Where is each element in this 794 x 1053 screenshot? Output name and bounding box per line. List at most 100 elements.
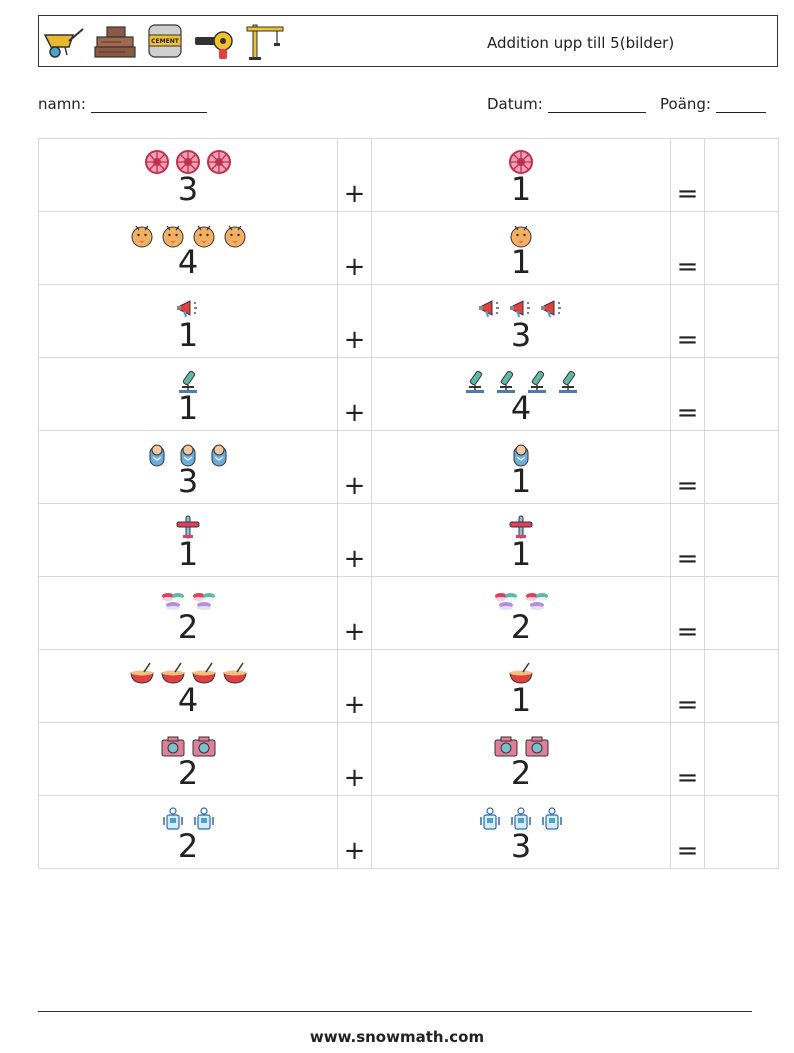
answer-cell[interactable] — [704, 430, 779, 504]
second-addend: 1 — [371, 649, 671, 723]
wheel-icon — [176, 150, 200, 174]
wheel-icon — [145, 150, 169, 174]
answer-cell[interactable] — [704, 576, 779, 650]
answer-cell[interactable] — [704, 503, 779, 577]
crane-icon — [246, 24, 284, 60]
second-addend-number: 3 — [510, 827, 532, 865]
page-title: Addition upp till 5(bilder) — [487, 34, 675, 52]
problem-row: 2 +3 = — [38, 795, 779, 869]
second-addend-number: 2 — [510, 608, 532, 646]
answer-cell[interactable] — [704, 795, 779, 869]
macaron-icon — [525, 593, 548, 610]
cement-bag-icon: CEMENT — [148, 24, 182, 58]
answer-cell[interactable] — [704, 284, 779, 358]
second-addend-pictures — [372, 585, 670, 615]
second-addend-number: 1 — [510, 535, 532, 573]
first-addend: 2 — [38, 795, 338, 869]
footer-divider — [38, 1011, 752, 1012]
first-addend-pictures — [39, 658, 337, 688]
second-addend-pictures — [372, 658, 670, 688]
wheel-icon — [509, 150, 533, 174]
first-addend-number: 3 — [177, 170, 199, 208]
second-addend: 1 — [371, 430, 671, 504]
second-addend-pictures — [372, 220, 670, 250]
plus-sign: + — [337, 503, 372, 577]
second-addend-pictures — [372, 512, 670, 542]
first-addend-number: 2 — [177, 827, 199, 865]
equals-sign: = — [670, 576, 705, 650]
equals-sign: = — [670, 430, 705, 504]
second-addend: 1 — [371, 211, 671, 285]
second-addend-number: 2 — [510, 754, 532, 792]
problem-row: 1 +1 = — [38, 503, 779, 577]
megaphone-icon — [177, 300, 197, 317]
first-addend-number: 1 — [177, 535, 199, 573]
first-addend-pictures — [39, 585, 337, 615]
first-addend-pictures — [39, 512, 337, 542]
answer-cell[interactable] — [704, 357, 779, 431]
second-addend-number: 1 — [510, 681, 532, 719]
problem-row: 3 +1 = — [38, 138, 779, 212]
equals-sign: = — [670, 649, 705, 723]
first-addend-pictures — [39, 804, 337, 834]
first-addend: 2 — [38, 722, 338, 796]
problem-row: 4 +1 = — [38, 649, 779, 723]
second-addend-number: 3 — [510, 316, 532, 354]
score-field: Poäng: — [660, 95, 766, 113]
first-addend: 3 — [38, 138, 338, 212]
baby-icon — [513, 444, 529, 467]
first-addend-pictures — [39, 731, 337, 761]
megaphone-icon — [510, 300, 530, 317]
first-addend-number: 1 — [177, 316, 199, 354]
megaphone-icon — [479, 300, 499, 317]
face-icon — [193, 225, 214, 248]
wood-planks-icon — [94, 26, 136, 58]
first-addend-number: 4 — [177, 681, 199, 719]
face-icon — [162, 225, 183, 248]
bowl-icon — [509, 662, 533, 684]
score-label: Poäng: — [660, 95, 711, 113]
answer-cell[interactable] — [704, 649, 779, 723]
first-addend-number: 2 — [177, 608, 199, 646]
equals-sign: = — [670, 795, 705, 869]
baby-icon — [149, 444, 165, 467]
equals-sign: = — [670, 211, 705, 285]
equals-sign: = — [670, 722, 705, 796]
second-addend: 2 — [371, 722, 671, 796]
score-blank[interactable] — [715, 98, 766, 113]
megaphone-icon — [541, 300, 561, 317]
first-addend: 4 — [38, 211, 338, 285]
plus-sign: + — [337, 649, 372, 723]
second-addend-pictures — [372, 439, 670, 469]
answer-cell[interactable] — [704, 138, 779, 212]
first-addend: 1 — [38, 503, 338, 577]
camera-icon — [525, 736, 548, 757]
header-icons: CEMENT — [43, 20, 287, 62]
first-addend: 4 — [38, 649, 338, 723]
date-blank[interactable] — [547, 98, 646, 113]
svg-text:CEMENT: CEMENT — [151, 38, 180, 45]
problem-row: 3 +1 = — [38, 430, 779, 504]
microscope-icon — [179, 370, 197, 393]
bowl-icon — [160, 662, 185, 684]
first-addend-number: 4 — [177, 243, 199, 281]
second-addend: 1 — [371, 503, 671, 577]
answer-cell[interactable] — [704, 211, 779, 285]
second-addend-pictures — [372, 366, 670, 396]
baby-icon — [211, 444, 227, 467]
plus-sign: + — [337, 430, 372, 504]
camera-icon — [161, 736, 184, 757]
plus-sign: + — [337, 138, 372, 212]
problem-row: 4 +1 = — [38, 211, 779, 285]
microscope-icon — [558, 370, 577, 393]
camera-icon — [192, 736, 215, 757]
name-label: namn: — [38, 95, 86, 113]
answer-cell[interactable] — [704, 722, 779, 796]
second-addend: 1 — [371, 138, 671, 212]
name-blank[interactable] — [90, 98, 207, 113]
problem-row: 2 +2 = — [38, 722, 779, 796]
plus-sign: + — [337, 576, 372, 650]
first-addend: 1 — [38, 284, 338, 358]
equals-sign: = — [670, 503, 705, 577]
wheelbarrow-icon — [43, 28, 84, 58]
